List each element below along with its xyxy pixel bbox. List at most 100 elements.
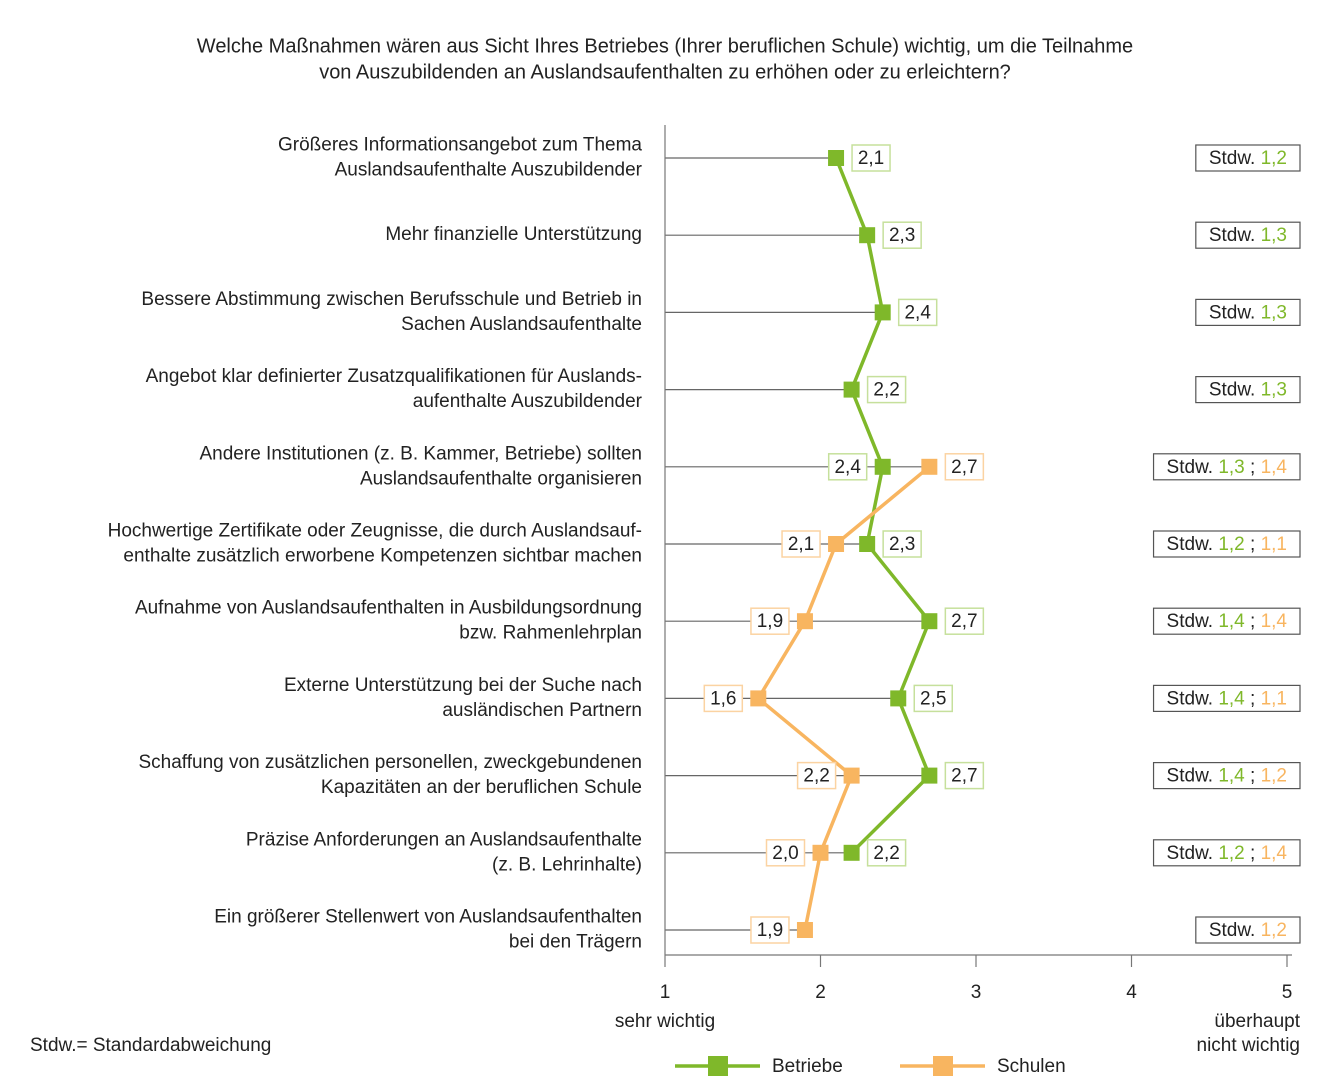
- category-label: Mehr finanzielle Unterstützung: [385, 224, 642, 245]
- sd-value: 1,4: [1218, 688, 1245, 709]
- category-label: Schaffung von zusätzlichen personellen, …: [139, 752, 643, 773]
- value-label: 2,1: [858, 148, 884, 169]
- value-label-box: [866, 839, 907, 867]
- sd-value: 1,2: [1218, 843, 1244, 864]
- legend-marker: [708, 1056, 728, 1076]
- sd-text: Stdw. 1,3: [1209, 380, 1287, 401]
- category-label: Andere Institutionen (z. B. Kammer, Betr…: [200, 443, 643, 464]
- sd-box-frame: [1195, 221, 1301, 249]
- marker: [921, 613, 938, 630]
- sd-box: Stdw. 1,3 ; 1,4: [1152, 453, 1301, 481]
- category-label: bzw. Rahmenlehrplan: [459, 623, 642, 644]
- sd-box: Stdw. 1,2: [1195, 144, 1301, 172]
- category-label: Auslandsaufenthalte organisieren: [360, 468, 642, 489]
- sd-value: 1,1: [1261, 688, 1287, 709]
- value-label: 2,2: [873, 380, 899, 401]
- category-label: Auslandsaufenthalte Auszubildender: [335, 160, 643, 181]
- sd-separator: ;: [1250, 457, 1255, 478]
- value-label: 1,9: [757, 920, 783, 941]
- x-axis-label: überhaupt: [1214, 1011, 1300, 1032]
- sd-box: Stdw. 1,4 ; 1,4: [1152, 607, 1301, 635]
- sd-text: Stdw. 1,2: [1209, 148, 1287, 169]
- sd-value: 1,4: [1218, 766, 1245, 787]
- sd-box-frame: [1152, 684, 1301, 713]
- sd-separator: ;: [1250, 611, 1255, 632]
- sd-value: 1,1: [1261, 534, 1287, 555]
- sd-value: 1,4: [1261, 457, 1288, 478]
- sd-separator: ;: [1250, 766, 1255, 787]
- category-label: aufenthalte Auszubildender: [413, 391, 643, 412]
- x-tick-label: 4: [1126, 982, 1137, 1003]
- value-label-box: [882, 530, 922, 558]
- value-label-box: [866, 375, 907, 404]
- marker: [812, 844, 829, 861]
- sd-text: Stdw. 1,4 ; 1,1: [1167, 688, 1287, 709]
- category-label: Ein größerer Stellenwert von Auslandsauf…: [214, 907, 642, 928]
- sd-prefix: Stdw.: [1209, 920, 1255, 941]
- value-label-box: [750, 916, 790, 944]
- sd-box-frame: [1152, 761, 1301, 790]
- marker: [859, 536, 876, 552]
- category-label: bei den Trägern: [509, 932, 642, 953]
- value-label: 2,4: [834, 457, 861, 478]
- sd-value: 1,2: [1261, 148, 1287, 169]
- sd-separator: ;: [1250, 843, 1255, 864]
- sd-value: 1,2: [1261, 766, 1287, 787]
- sd-prefix: Stdw.: [1209, 148, 1255, 169]
- x-axis-label: nicht wichtig: [1197, 1035, 1301, 1056]
- marker: [828, 150, 845, 166]
- sd-box-frame: [1152, 607, 1301, 635]
- category-label: Größeres Informationsangebot zum Thema: [278, 135, 642, 156]
- category-label: Bessere Abstimmung zwischen Berufsschule…: [141, 289, 642, 310]
- sd-prefix: Stdw.: [1167, 688, 1213, 709]
- sd-prefix: Stdw.: [1167, 457, 1213, 478]
- marker: [874, 458, 891, 475]
- sd-prefix: Stdw.: [1167, 611, 1213, 632]
- value-label-box: [851, 144, 891, 172]
- marker: [796, 922, 813, 938]
- sd-box: Stdw. 1,3: [1195, 221, 1301, 249]
- series-line: [834, 157, 932, 855]
- sd-prefix: Stdw.: [1167, 534, 1213, 555]
- marker: [843, 844, 860, 861]
- category-label: Hochwertige Zertifikate oder Zeugnisse, …: [108, 521, 642, 542]
- sd-box-frame: [1195, 916, 1301, 944]
- category-label: Sachen Auslandsaufenthalte: [401, 314, 642, 335]
- legend-marker: [933, 1056, 953, 1076]
- value-label-box: [827, 453, 868, 481]
- sd-text: Stdw. 1,4 ; 1,4: [1167, 611, 1288, 632]
- category-label: Präzise Anforderungen an Auslandsaufenth…: [246, 829, 642, 850]
- value-label-box: [765, 839, 806, 867]
- category-label: Kapazitäten an der beruflichen Schule: [321, 777, 642, 798]
- marker: [828, 536, 845, 552]
- marker: [921, 767, 938, 784]
- chart-title: Welche Maßnahmen wären aus Sicht Ihres B…: [197, 35, 1133, 57]
- category-label: enthalte zusätzlich erworbene Kompetenze…: [123, 546, 642, 567]
- x-tick-label: 3: [971, 982, 982, 1003]
- chart-title: von Auszubildenden an Auslandsaufenthalt…: [319, 61, 1011, 83]
- sd-box-frame: [1152, 839, 1301, 867]
- sd-text: Stdw. 1,2 ; 1,4: [1167, 843, 1288, 864]
- category-label: (z. B. Lehrinhalte): [492, 854, 642, 875]
- value-label-box: [703, 684, 744, 713]
- sd-box: Stdw. 1,2 ; 1,1: [1152, 530, 1301, 558]
- sd-value: 1,3: [1261, 225, 1287, 246]
- markers: [750, 150, 938, 938]
- sd-text: Stdw. 1,2: [1209, 920, 1287, 941]
- sd-separator: ;: [1250, 688, 1255, 709]
- marker: [750, 690, 767, 707]
- legend-label: Schulen: [997, 1056, 1066, 1077]
- sd-value: 1,4: [1261, 843, 1288, 864]
- x-tick-label: 1: [660, 982, 671, 1003]
- sd-value: 1,4: [1218, 611, 1245, 632]
- sd-box: Stdw. 1,2: [1195, 916, 1301, 944]
- value-label: 2,0: [772, 843, 798, 864]
- value-label: 2,1: [788, 534, 814, 555]
- value-label: 2,7: [951, 766, 977, 787]
- marker: [843, 381, 860, 398]
- sd-value: 1,4: [1261, 611, 1288, 632]
- category-label: ausländischen Partnern: [442, 700, 642, 721]
- sd-box-frame: [1152, 530, 1301, 558]
- sd-prefix: Stdw.: [1167, 843, 1213, 864]
